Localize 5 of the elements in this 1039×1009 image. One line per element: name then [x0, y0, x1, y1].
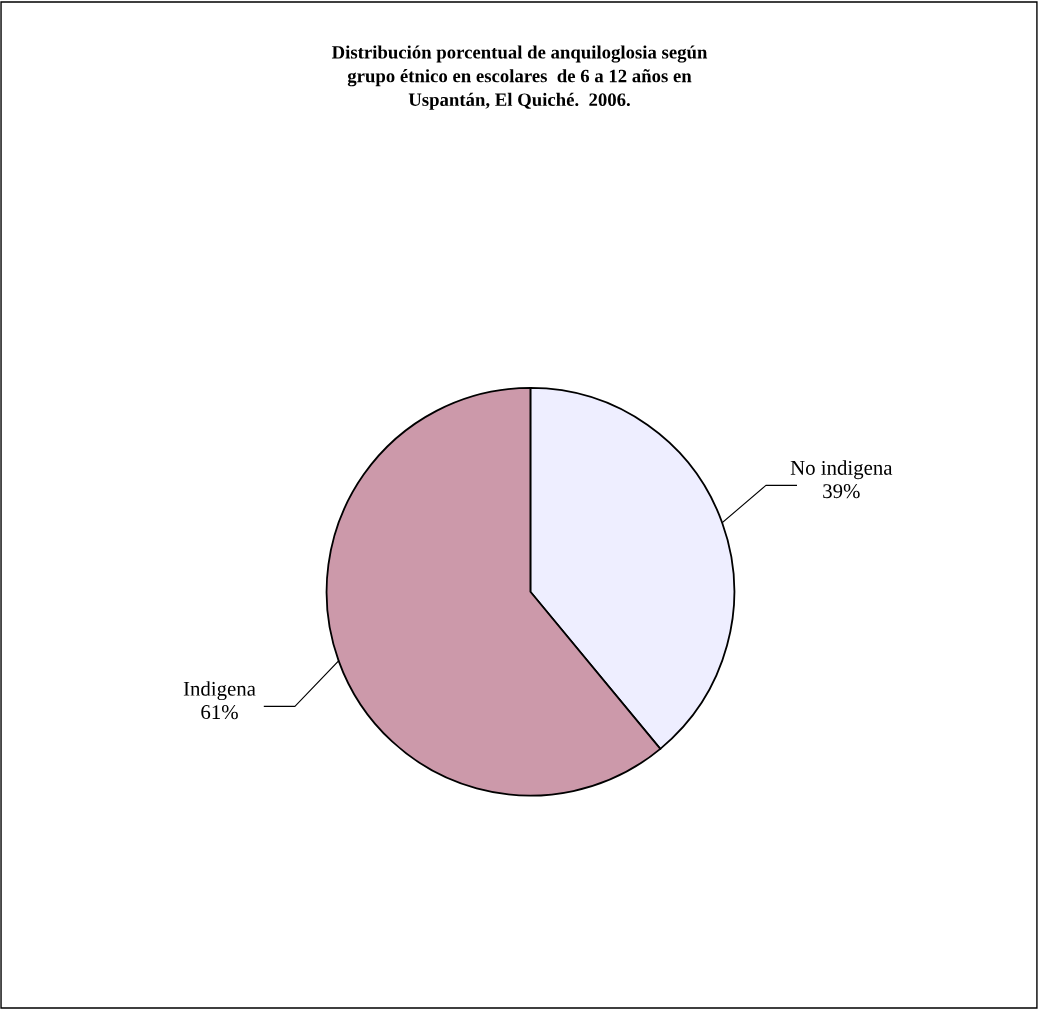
chart-title: Distribución porcentual de anquiloglosia según grupo étnico en escolares de 6 a 12 años en Uspantán, El Quiché. 2006. — [331, 45, 708, 110]
data-label: 39% — [823, 484, 860, 499]
slice-label: Indigena — [183, 681, 256, 701]
data-label: 61% — [201, 705, 238, 720]
slice-label: No indigena — [790, 460, 893, 480]
